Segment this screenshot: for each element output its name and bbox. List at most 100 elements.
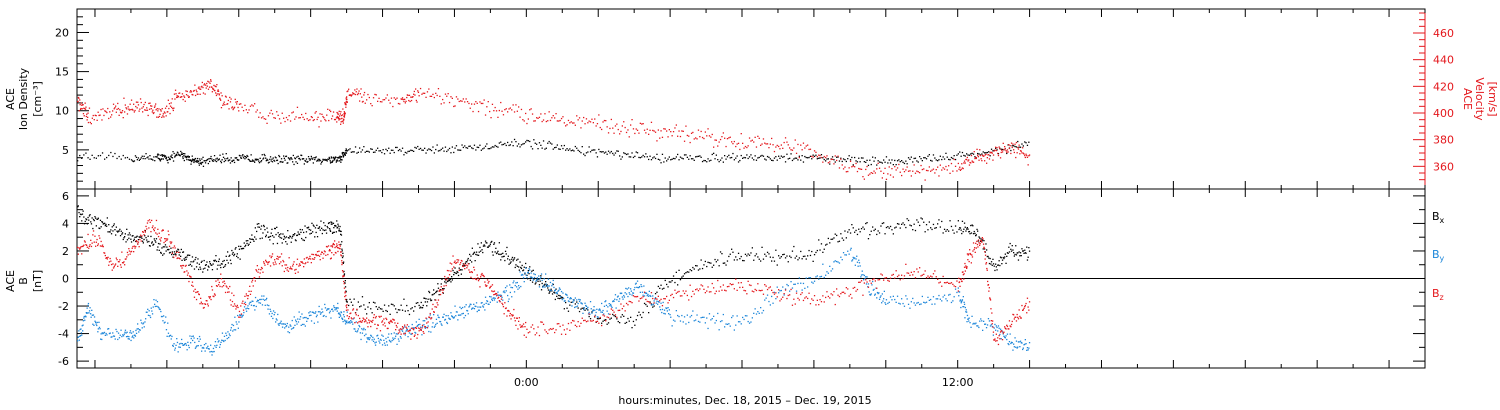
Bx-field-point	[464, 262, 467, 264]
By-field-point	[364, 329, 366, 331]
ion-density-point	[504, 142, 506, 145]
By-field-point	[605, 304, 608, 306]
velocity-point	[342, 108, 344, 110]
velocity-point	[164, 107, 167, 109]
By-field-point	[932, 296, 935, 298]
Bx-field-point	[472, 253, 474, 255]
Bx-field-point	[312, 224, 314, 226]
Bz-field-point	[210, 298, 212, 301]
Bz-field-point	[222, 281, 224, 283]
ion-density-point	[185, 157, 188, 159]
Bz-field-point	[316, 254, 318, 257]
Bx-field-point	[209, 263, 211, 265]
Bx-field-point	[256, 223, 258, 225]
Bx-field-point	[216, 268, 218, 270]
By-field-point	[625, 287, 627, 290]
Bz-field-point	[166, 238, 169, 240]
By-field-point	[768, 300, 770, 303]
ion-density-point	[280, 160, 282, 163]
Bx-field-point	[107, 231, 109, 233]
ion-density-point	[834, 161, 836, 163]
By-field-point	[204, 350, 206, 352]
ion-density-point	[605, 151, 607, 153]
Bz-field-point	[119, 264, 122, 266]
velocity-point	[151, 105, 153, 107]
Bz-field-point	[360, 321, 362, 323]
By-field-point	[86, 312, 88, 314]
ion-density-point	[388, 147, 390, 149]
Bz-field-point	[516, 317, 518, 319]
By-field-point	[421, 326, 424, 328]
Bz-field-point	[224, 282, 226, 285]
Bz-field-point	[186, 270, 188, 272]
ion-density-point	[285, 155, 288, 157]
ion-density-point	[310, 158, 312, 160]
Bx-field-point	[999, 264, 1001, 267]
velocity-point	[228, 108, 230, 110]
ion-density-point	[823, 158, 825, 161]
Bz-field-point	[455, 262, 458, 264]
Bx-field-point	[191, 256, 194, 258]
By-field-point	[1026, 349, 1028, 351]
By-field-point	[233, 329, 235, 331]
ion-density-point	[260, 161, 262, 163]
By-field-point	[222, 339, 224, 342]
Bx-field-point	[503, 255, 505, 257]
By-field-point	[315, 316, 318, 318]
velocity-point	[536, 117, 538, 119]
By-field-point	[841, 259, 843, 261]
By-field-point	[619, 298, 621, 300]
By-field-point	[739, 321, 741, 323]
Bz-field-point	[377, 324, 379, 326]
By-field-point	[256, 300, 258, 303]
By-field-point	[554, 289, 556, 291]
ion-density-point	[198, 164, 200, 166]
By-field-point	[444, 319, 446, 321]
By-field-point	[377, 337, 379, 340]
By-field-point	[543, 278, 545, 280]
ion-density-point	[1011, 145, 1013, 147]
By-field-point	[876, 291, 879, 294]
velocity-point	[661, 136, 664, 138]
By-field-point	[433, 314, 435, 316]
By-field-point	[962, 296, 964, 298]
Bz-field-point	[273, 264, 275, 266]
ion-density-point	[415, 147, 417, 149]
By-field-point	[972, 323, 974, 325]
Bz-field-point	[196, 291, 198, 293]
ion-density-point	[331, 160, 334, 163]
Bz-field-point	[97, 244, 99, 247]
velocity-point	[340, 123, 342, 125]
Bx-field-point	[342, 255, 344, 257]
Bx-field-point	[254, 227, 256, 229]
ion-density-point	[104, 158, 106, 160]
Bz-field-point	[517, 328, 519, 330]
Bx-field-point	[526, 274, 528, 276]
velocity-point	[204, 93, 206, 95]
velocity-point	[840, 158, 842, 160]
velocity-point	[79, 108, 82, 110]
ion-density-point	[660, 162, 662, 164]
velocity-point	[906, 166, 908, 168]
By-field-point	[461, 313, 463, 315]
ion-density-point	[162, 158, 164, 160]
ion-density-point	[559, 148, 561, 150]
ion-density-point	[819, 157, 821, 159]
velocity-point	[419, 87, 422, 90]
Bx-field-point	[475, 253, 477, 256]
ion-density-point	[191, 155, 193, 157]
ion-density-point	[175, 154, 177, 157]
Bz-field-point	[410, 338, 412, 340]
velocity-point	[878, 167, 881, 169]
Bx-field-point	[762, 258, 765, 260]
velocity-point	[975, 156, 977, 159]
velocity-point	[646, 128, 648, 130]
By-field-point	[418, 318, 420, 320]
Bx-field-point	[921, 218, 923, 220]
By-field-point	[442, 316, 444, 318]
ion-density-point	[328, 156, 330, 159]
Bx-field-point	[823, 248, 825, 250]
Bx-field-point	[245, 244, 247, 246]
Bx-field-point	[157, 246, 159, 248]
By-field-point	[410, 333, 413, 335]
